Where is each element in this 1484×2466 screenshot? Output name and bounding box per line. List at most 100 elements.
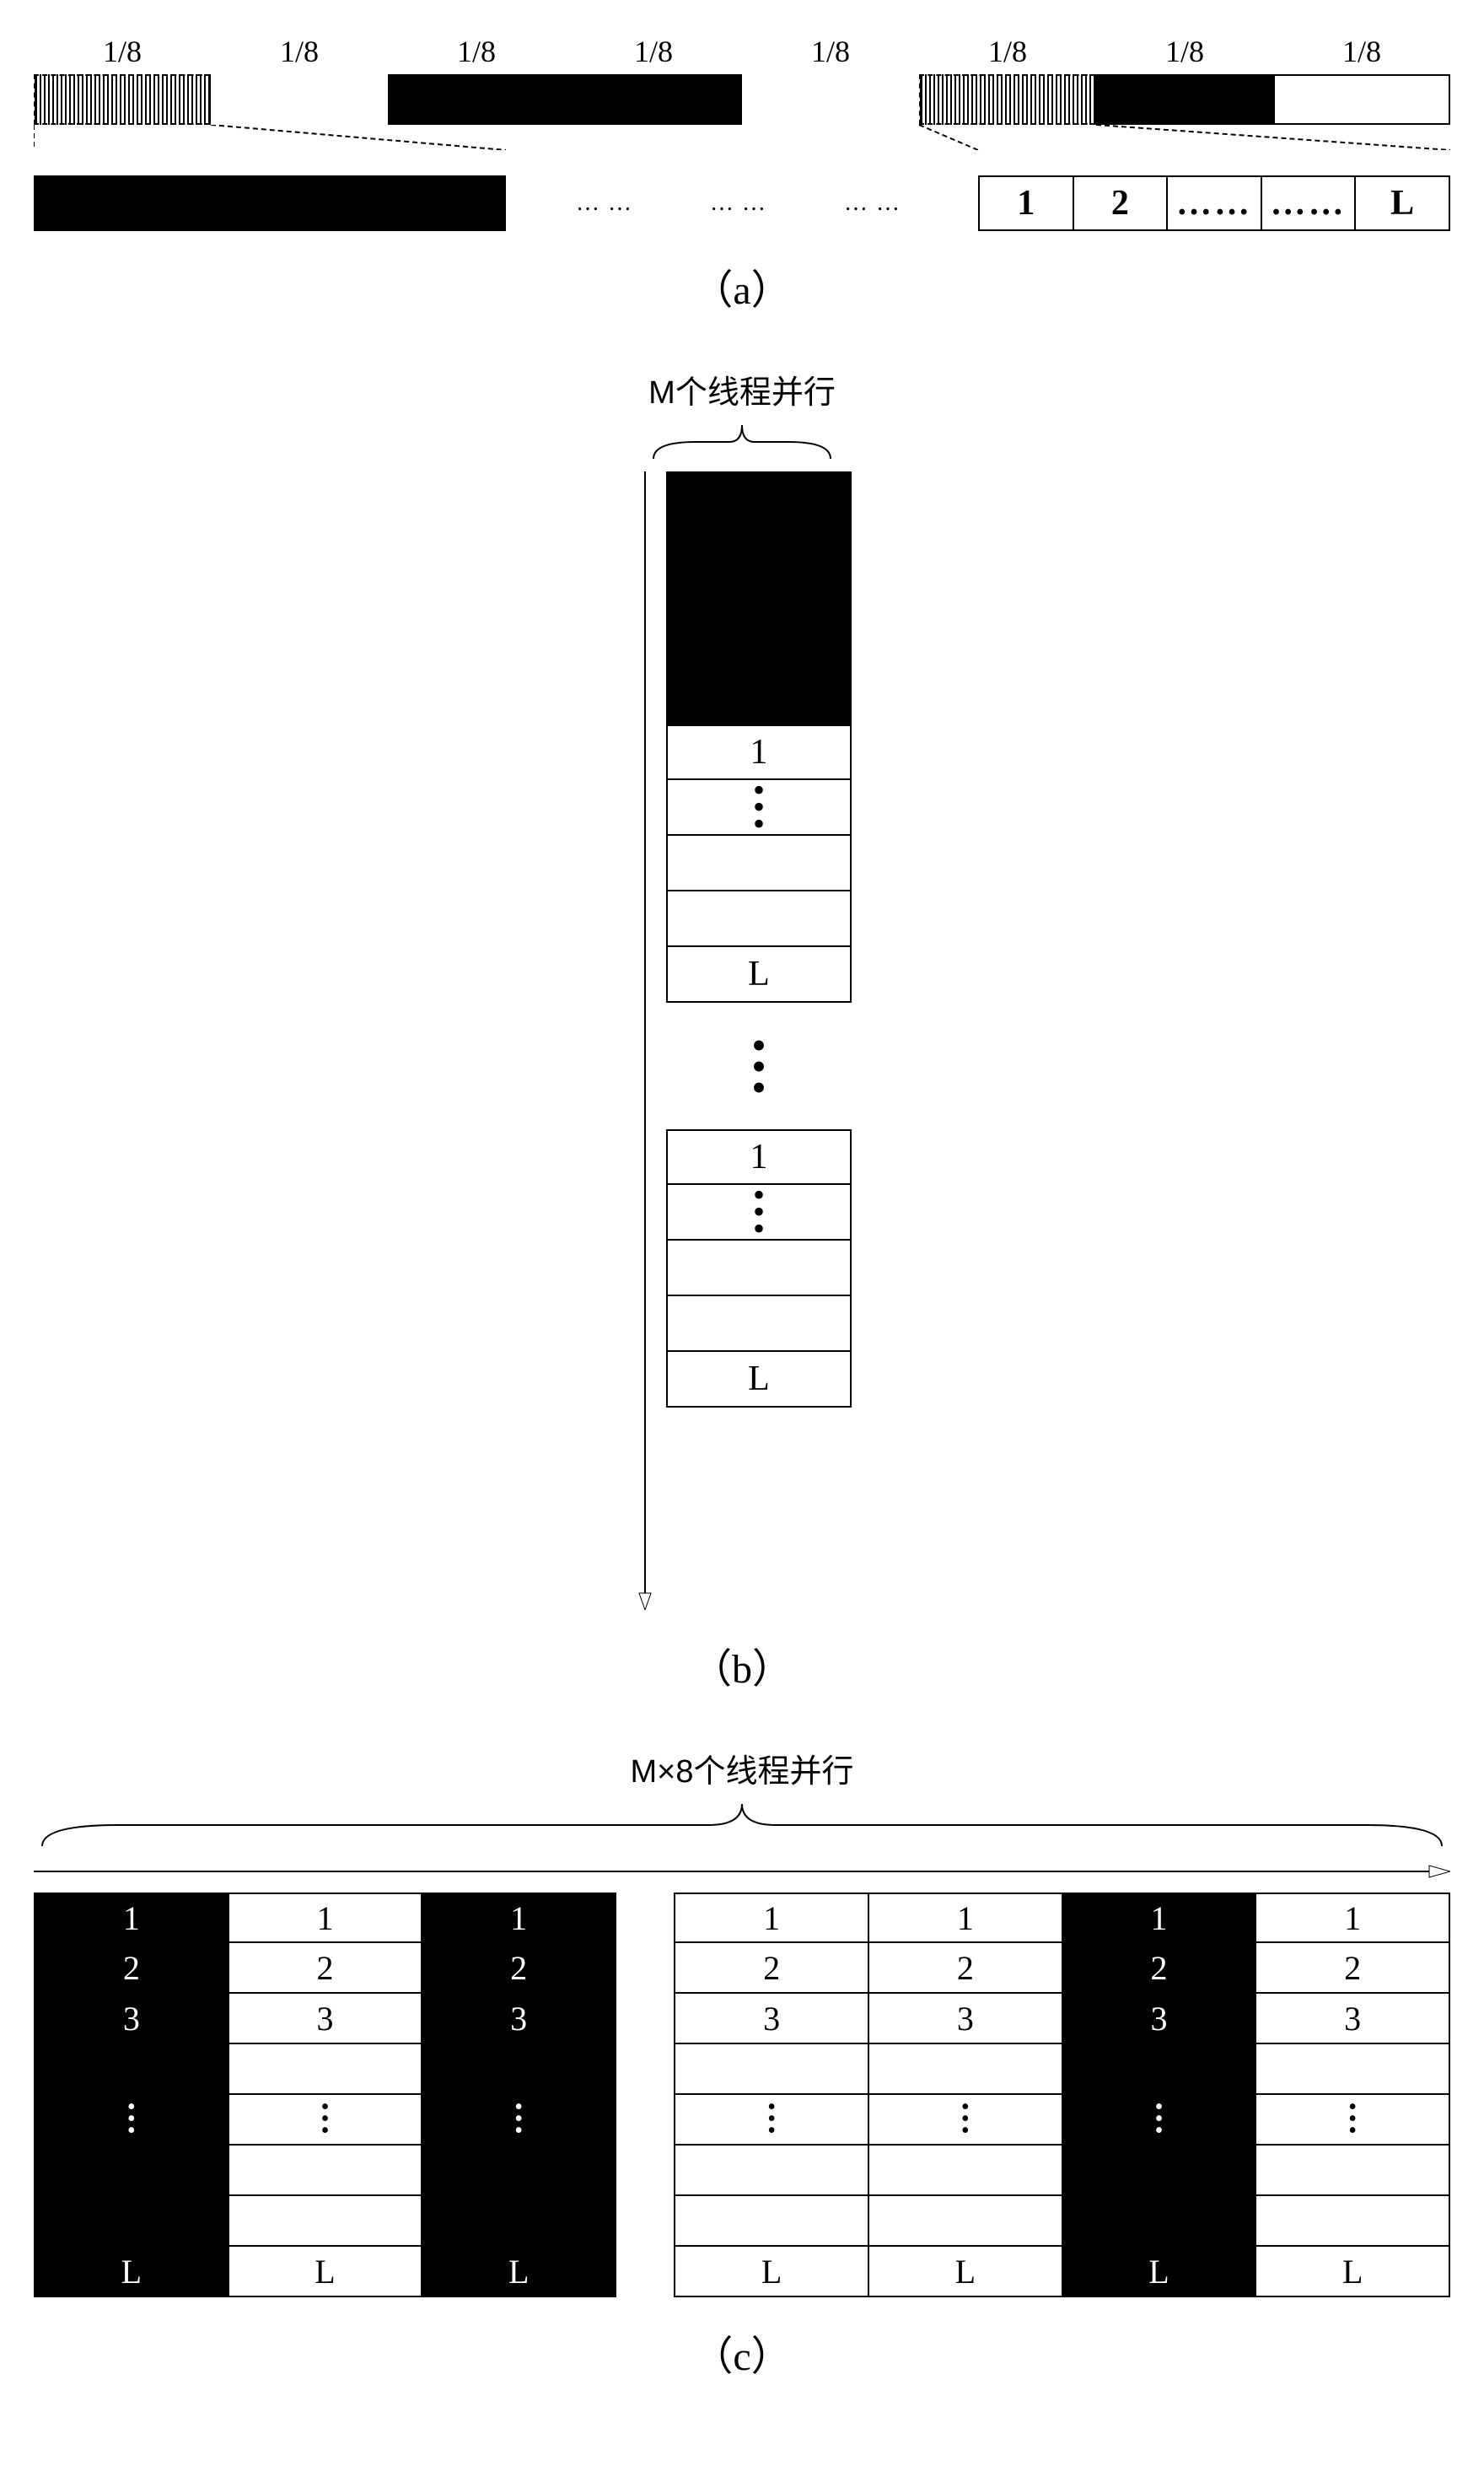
fig-c-cell (675, 2196, 868, 2247)
fig-c-column: 123•••L (422, 1893, 616, 2297)
fig-c-cell (1063, 2044, 1255, 2095)
fig-c-cell: 3 (1256, 1994, 1449, 2044)
fig-c-cell: L (229, 2247, 422, 2297)
fig-b-stack: 1•••L•••1•••L (666, 471, 852, 1408)
fig-c-column: 123 ••• L (675, 1893, 869, 2297)
fig-c-cell: 2 (675, 1943, 868, 1994)
fig-c-column: 123 ••• L (35, 1893, 229, 2297)
segment-label: 1/8 (103, 34, 142, 71)
arrow-right-icon (34, 1859, 1450, 1884)
fig-c-cell: 2 (229, 1943, 422, 1994)
fig-c-cell (229, 2044, 422, 2095)
fig-c-cell (229, 2146, 422, 2196)
fig-c-cell: L (675, 2247, 868, 2297)
fig-c-cell (1256, 2146, 1449, 2196)
fig-c-cell (1063, 2146, 1255, 2196)
fig-c-cell (616, 2247, 674, 2297)
dots: …… (576, 190, 640, 217)
segment-label: 1/8 (811, 34, 850, 71)
l-strip-cell: 1 (980, 177, 1074, 229)
fig-b-row: L (666, 1352, 852, 1408)
segment-label: 1/8 (457, 34, 496, 71)
fig-c-cell: ••• (229, 2095, 422, 2146)
fig-c-cell: 1 (422, 1893, 615, 1943)
fig-b-row: L (666, 947, 852, 1003)
fig-c-cell: ••• (35, 2095, 228, 2146)
fig-c-cell: 3 (869, 1994, 1062, 2044)
segment-label: 1/8 (1342, 34, 1381, 71)
fig-c-column: 123 ••• L (229, 1893, 423, 2297)
fig-c-cell (869, 2044, 1062, 2095)
fig-c-cell (616, 2196, 674, 2247)
fig-c-cell: 2 (422, 1943, 615, 1994)
fig-c-cell: 1 (1256, 1893, 1449, 1943)
l-strip-cell: …… (1262, 177, 1357, 229)
segment-box (1273, 74, 1450, 125)
fig-c-cell: ••• (675, 2095, 868, 2146)
fig-c-cell: 2 (1063, 1943, 1255, 1994)
l-strip-cell: 2 (1074, 177, 1169, 229)
segment-box (565, 74, 742, 125)
fig-c-cell (616, 2095, 674, 2146)
caption-a: （a） (34, 256, 1450, 315)
fig-c-cell: ••• (422, 2095, 615, 2146)
fig-c-cell (229, 2196, 422, 2247)
vertical-dots: ••• (666, 1003, 852, 1129)
fig-c-cell: ••• (1256, 2095, 1449, 2146)
segment-label: 1/8 (1165, 34, 1204, 71)
fig-c-cell: L (1063, 2247, 1255, 2297)
fig-c-cell: ••• (1063, 2095, 1255, 2146)
fig-c-cell (422, 2044, 615, 2095)
segment-box (211, 74, 388, 125)
fig-c-cell (35, 2044, 228, 2095)
fig-c-cell (1256, 2044, 1449, 2095)
fig-c-cell: 1 (869, 1893, 1062, 1943)
fig-c-cell: 1 (35, 1893, 228, 1943)
fig-c-cell (422, 2196, 615, 2247)
figure-c: M×8个线程并行 123•••L123•••L123•••L123•••L123… (34, 1745, 1450, 2382)
fig-a-top-strip: 1/81/81/81/81/81/81/81/8 (34, 34, 1450, 125)
fig-c-cell (1256, 2196, 1449, 2247)
fig-c-grid: 123•••L123•••L123•••L123•••L123•••L123••… (34, 1893, 1450, 2297)
fig-b-row (666, 836, 852, 891)
fig-a-black-block (34, 175, 506, 231)
fig-a-l-strip: 12…………L (978, 175, 1450, 231)
fig-c-cell (869, 2146, 1062, 2196)
fig-c-column (616, 1893, 675, 2297)
fig-c-cell: L (422, 2247, 615, 2297)
segment-box (919, 74, 1096, 125)
fig-c-cell (616, 1943, 674, 1994)
fig-c-cell (616, 1994, 674, 2044)
brace-icon (649, 421, 835, 463)
fig-c-cell (616, 2146, 674, 2196)
fig-b-row: ••• (666, 1185, 852, 1241)
caption-b: （b） (691, 1635, 793, 1694)
fig-c-cell: 1 (675, 1893, 868, 1943)
fig-c-cell (1063, 2196, 1255, 2247)
l-strip-cell: L (1356, 177, 1449, 229)
fig-c-column: 123•••L (1063, 1893, 1257, 2297)
fig-c-cell (616, 2044, 674, 2095)
fig-c-cell (675, 2146, 868, 2196)
fig-c-cell: ••• (869, 2095, 1062, 2146)
fig-c-cell: 1 (229, 1893, 422, 1943)
fig-c-cell: 2 (35, 1943, 228, 1994)
fig-c-cell: 3 (35, 1994, 228, 2044)
fig-c-title: M×8个线程并行 (631, 1745, 854, 1791)
fig-c-cell (35, 2146, 228, 2196)
fig-c-cell: 3 (229, 1994, 422, 2044)
fig-c-cell: L (869, 2247, 1062, 2297)
fig-c-cell (422, 2146, 615, 2196)
fig-c-cell: L (35, 2247, 228, 2297)
fig-c-cell: L (1256, 2247, 1449, 2297)
segment-box (742, 74, 919, 125)
fig-b-black-block (666, 471, 852, 724)
segment-box (388, 74, 565, 125)
fig-c-cell: 3 (675, 1994, 868, 2044)
fig-a-bottom-strip: …… …… …… 12…………L (34, 175, 1450, 231)
dots: …… (710, 190, 774, 217)
figure-a: 1/81/81/81/81/81/81/81/8 …… …… …… 12…………… (34, 34, 1450, 315)
figure-b: M个线程并行 1•••L•••1•••L （b） (34, 366, 1450, 1694)
fig-c-cell (675, 2044, 868, 2095)
fig-c-column: 123•••L (869, 1893, 1063, 2297)
